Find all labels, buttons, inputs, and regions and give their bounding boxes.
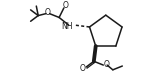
Text: O: O bbox=[45, 8, 51, 17]
Text: NH: NH bbox=[61, 22, 72, 30]
Text: O: O bbox=[80, 64, 85, 73]
Text: O: O bbox=[103, 60, 109, 69]
Text: O: O bbox=[63, 1, 69, 10]
